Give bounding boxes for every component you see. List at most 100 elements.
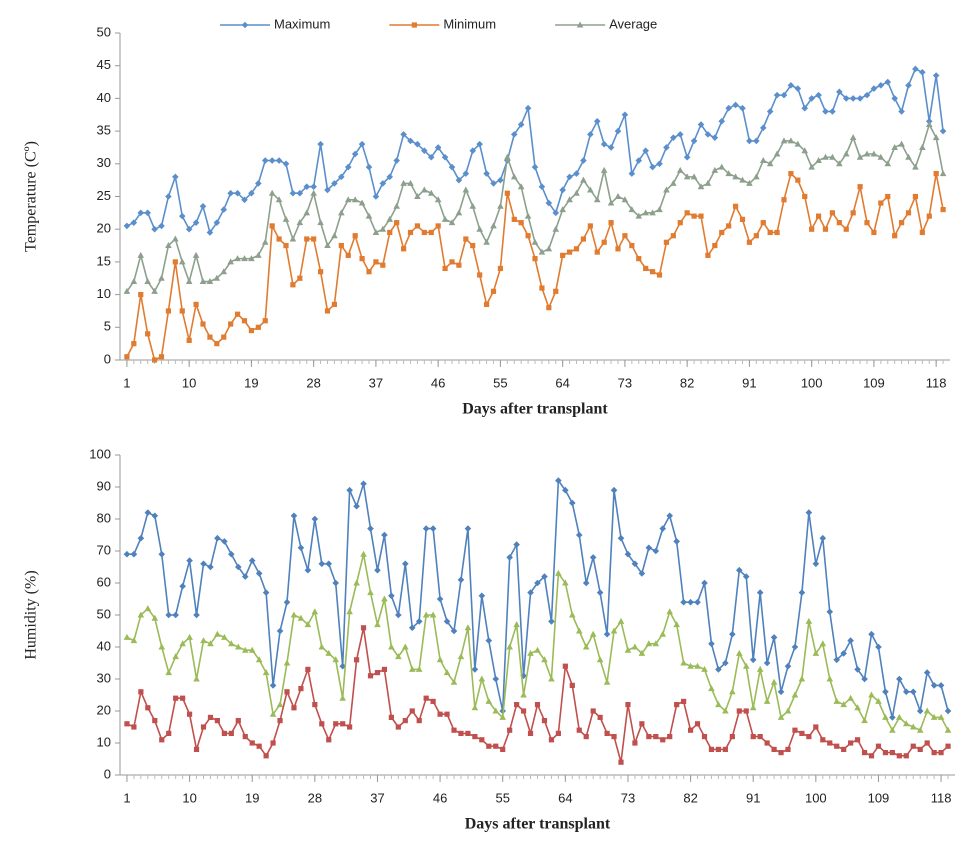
marker	[414, 193, 421, 199]
marker	[580, 236, 587, 242]
marker	[138, 689, 144, 695]
y-tick-label: 45	[97, 57, 111, 72]
marker	[178, 212, 186, 220]
marker	[123, 287, 131, 294]
marker	[596, 589, 604, 596]
marker	[861, 750, 868, 756]
marker	[333, 721, 339, 727]
marker	[701, 579, 708, 587]
marker	[909, 688, 917, 696]
marker	[290, 512, 298, 520]
marker	[345, 252, 351, 258]
marker	[868, 630, 875, 638]
marker	[712, 242, 718, 249]
marker	[628, 206, 636, 213]
marker	[799, 730, 805, 736]
marker	[718, 117, 726, 125]
marker	[290, 282, 296, 288]
marker	[566, 173, 573, 181]
marker	[346, 608, 353, 615]
y-tick-label: 0	[104, 351, 111, 366]
marker	[471, 704, 479, 711]
series	[123, 65, 947, 236]
marker	[757, 734, 763, 740]
x-tick-label: 100	[801, 375, 823, 390]
marker	[422, 525, 430, 532]
marker	[573, 189, 580, 196]
marker	[652, 547, 660, 555]
marker	[379, 225, 387, 232]
marker	[683, 173, 691, 180]
marker	[193, 675, 200, 682]
marker	[670, 134, 677, 141]
marker	[711, 166, 719, 173]
marker	[450, 627, 458, 635]
marker	[165, 193, 172, 200]
marker	[283, 598, 291, 606]
marker	[826, 608, 834, 616]
marker	[228, 321, 234, 327]
marker	[448, 163, 456, 171]
marker	[500, 746, 506, 752]
marker	[492, 675, 500, 683]
marker	[596, 656, 604, 663]
marker	[760, 220, 766, 226]
marker	[905, 210, 912, 216]
marker	[774, 229, 780, 236]
marker	[423, 695, 429, 701]
marker	[261, 238, 269, 245]
marker	[763, 659, 771, 667]
series-line	[126, 67, 944, 235]
marker	[477, 272, 483, 278]
marker	[520, 691, 527, 698]
marker	[144, 605, 152, 612]
marker	[490, 222, 497, 229]
marker	[643, 265, 649, 272]
marker	[923, 669, 931, 676]
marker	[444, 711, 450, 717]
marker	[463, 236, 469, 242]
marker	[674, 702, 680, 708]
marker	[805, 509, 813, 516]
marker	[749, 656, 757, 664]
marker	[868, 753, 875, 759]
marker	[698, 213, 704, 219]
y-tick-label: 20	[97, 702, 111, 717]
marker	[367, 525, 374, 532]
marker	[130, 219, 138, 226]
marker	[787, 137, 795, 144]
x-tick-label: 118	[926, 375, 947, 390]
marker	[415, 618, 423, 625]
marker	[172, 611, 179, 619]
marker	[393, 157, 400, 164]
marker	[186, 633, 193, 640]
marker	[311, 608, 319, 615]
marker	[617, 617, 625, 624]
marker	[739, 176, 746, 183]
marker	[186, 337, 192, 343]
marker	[882, 688, 889, 696]
marker	[478, 675, 486, 682]
y-tick-label: 50	[97, 24, 111, 39]
marker	[465, 730, 471, 736]
marker	[394, 220, 400, 226]
marker	[541, 573, 548, 580]
marker	[652, 640, 660, 647]
marker	[151, 357, 158, 363]
marker	[200, 637, 207, 644]
marker	[739, 216, 746, 222]
marker	[861, 675, 868, 683]
y-tick-label: 10	[97, 734, 111, 749]
marker	[905, 153, 912, 160]
marker	[594, 249, 600, 255]
marker	[663, 144, 670, 151]
marker	[676, 166, 684, 173]
marker	[514, 702, 520, 708]
marker	[642, 147, 649, 155]
marker	[234, 643, 242, 650]
marker	[344, 163, 352, 171]
marker	[442, 265, 448, 272]
marker	[842, 95, 850, 102]
marker	[317, 269, 324, 275]
marker	[351, 196, 359, 203]
